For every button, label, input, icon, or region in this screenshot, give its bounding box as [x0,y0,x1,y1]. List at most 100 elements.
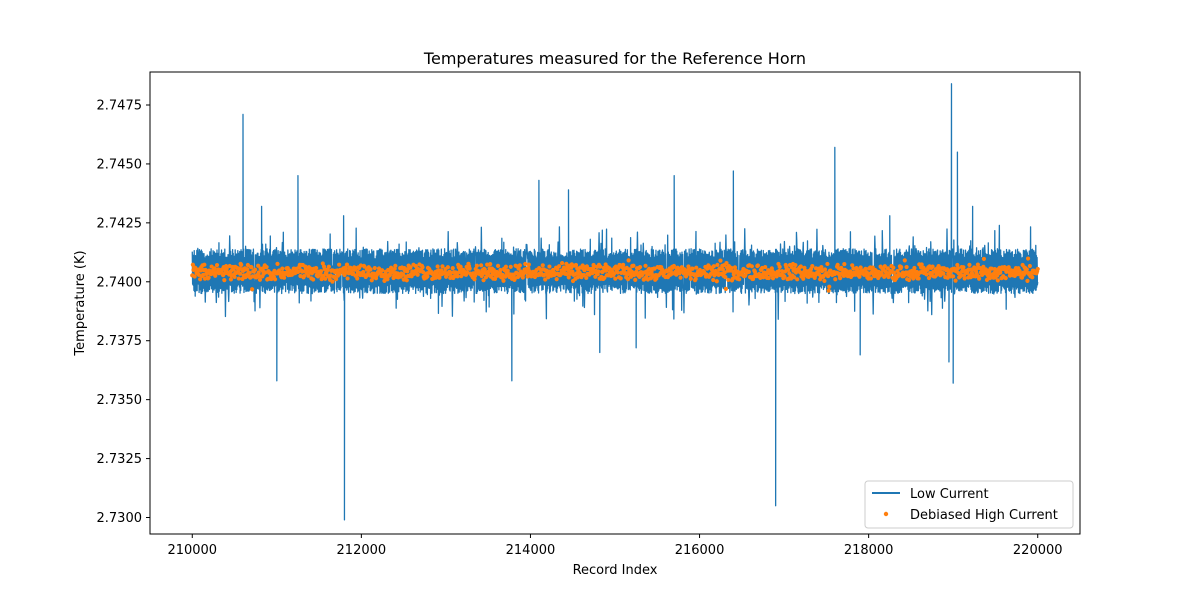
scatter-point-debiased-high-current [344,262,350,267]
scatter-point-debiased-high-current [825,273,831,279]
scatter-point-debiased-high-current [343,267,348,272]
y-tick-label: 2.7350 [97,393,143,408]
scatter-point-debiased-high-current [368,267,373,272]
scatter-point-debiased-high-current [523,261,528,267]
scatter-point-debiased-high-current [540,263,545,268]
scatter-point-debiased-high-current [472,277,477,282]
scatter-point-debiased-high-current [1017,268,1022,273]
scatter-point-debiased-high-current [722,270,727,275]
scatter-point-debiased-high-current [256,263,261,268]
scatter-point-debiased-high-current [345,276,350,281]
scatter-point-debiased-high-current [858,265,863,270]
scatter-point-debiased-high-current [611,271,617,276]
scatter-point-debiased-high-current [924,272,929,277]
scatter-point-debiased-high-current [975,262,981,267]
scatter-point-debiased-high-current [625,277,631,282]
scatter-point-debiased-high-current [326,264,331,269]
legend: Low Current Debiased High Current [864,480,1074,529]
scatter-point-debiased-high-current [543,277,548,282]
scatter-point-debiased-high-current [239,262,244,267]
scatter-point-debiased-high-current [237,271,243,276]
scatter-point-debiased-high-current [516,266,521,271]
scatter-point-debiased-high-current [346,271,351,276]
scatter-point-debiased-high-current [1025,256,1031,261]
scatter-point-debiased-high-current [249,265,254,270]
scatter-point-debiased-high-current [683,274,689,279]
scatter-point-debiased-high-current [899,265,904,270]
scatter-point-debiased-high-current [694,265,699,270]
scatter-point-debiased-high-current [621,262,626,268]
scatter-point-debiased-high-current [224,266,229,271]
scatter-point-debiased-high-current [598,264,603,269]
y-tick-label: 2.7425 [97,216,143,231]
scatter-point-debiased-high-current [967,262,972,267]
scatter-point-debiased-high-current [891,265,896,270]
scatter-point-debiased-high-current [280,266,285,271]
scatter-point-debiased-high-current [596,269,601,274]
scatter-point-debiased-high-current [631,263,636,268]
scatter-point-debiased-high-current [882,264,887,269]
scatter-point-debiased-high-current [842,262,847,267]
scatter-point-debiased-high-current [445,265,450,270]
y-tick-label: 2.7375 [97,334,143,349]
y-axis-label: Temperature (K) [73,250,88,356]
scatter-point-debiased-high-current [749,264,754,269]
scatter-point-debiased-high-current [318,269,324,274]
scatter-point-debiased-high-current [268,270,273,276]
plot-frame [149,71,1081,535]
scatter-point-debiased-high-current [228,277,234,282]
scatter-point-debiased-high-current [891,270,897,275]
scatter-point-debiased-high-current [505,268,510,273]
scatter-point-debiased-high-current [1019,275,1025,280]
scatter-point-debiased-high-current [214,262,220,268]
x-axis: 210000 212000 214000 216000 218000 220000 [167,534,1063,558]
scatter-point-debiased-high-current [961,265,966,270]
scatter-point-debiased-high-current [483,275,489,280]
x-tick-label: 210000 [167,543,217,558]
scatter-point-debiased-high-current [916,276,921,281]
scatter-point-debiased-high-current [354,273,359,278]
scatter-point-debiased-high-current [906,277,912,283]
scatter-point-debiased-high-current [763,264,768,270]
scatter-point-debiased-high-current [995,278,1000,283]
scatter-point-debiased-high-current [955,262,960,268]
scatter-point-debiased-high-current [1035,266,1040,272]
scatter-point-debiased-high-current [584,275,589,280]
scatter-point-debiased-high-current [467,266,472,271]
scatter-point-debiased-high-current [962,276,967,281]
scatter-point-debiased-high-current [301,274,307,279]
scatter-point-debiased-high-current [798,264,803,269]
scatter-point-debiased-high-current [405,269,410,274]
scatter-point-debiased-high-current [604,268,609,273]
scatter-point-debiased-high-current [863,266,868,271]
scatter-point-debiased-high-current [355,276,360,281]
scatter-point-debiased-high-current [810,263,815,269]
scatter-point-debiased-high-current [688,276,693,281]
scatter-point-debiased-high-current [240,276,245,282]
scatter-point-debiased-high-current [786,267,791,272]
scatter-point-debiased-high-current [1025,278,1030,283]
scatter-point-debiased-high-current [542,272,547,278]
scatter-point-debiased-high-current [393,263,398,268]
y-tick-label: 2.7300 [97,511,143,526]
scatter-point-debiased-high-current [569,265,574,270]
x-tick-label: 216000 [675,543,725,558]
scatter-point-debiased-high-current [206,275,211,280]
scatter-point-debiased-high-current [827,284,832,289]
scatter-point-debiased-high-current [481,278,486,283]
y-tick-label: 2.7450 [97,157,143,172]
scatter-point-debiased-high-current [275,261,280,266]
scatter-point-debiased-high-current [272,277,278,282]
scatter-point-debiased-high-current [743,273,748,278]
scatter-point-debiased-high-current [495,263,501,268]
scatter-point-debiased-high-current [361,269,366,275]
scatter-point-debiased-high-current [825,261,830,267]
scatter-point-debiased-high-current [198,277,203,282]
legend-label-debiased-high-current: Debiased High Current [910,508,1058,523]
scatter-point-debiased-high-current [503,264,509,269]
scatter-point-debiased-high-current [838,276,843,281]
scatter-point-debiased-high-current [926,275,932,281]
scatter-point-debiased-high-current [526,262,531,267]
scatter-point-debiased-high-current [904,264,909,270]
scatter-point-debiased-high-current [761,275,766,280]
